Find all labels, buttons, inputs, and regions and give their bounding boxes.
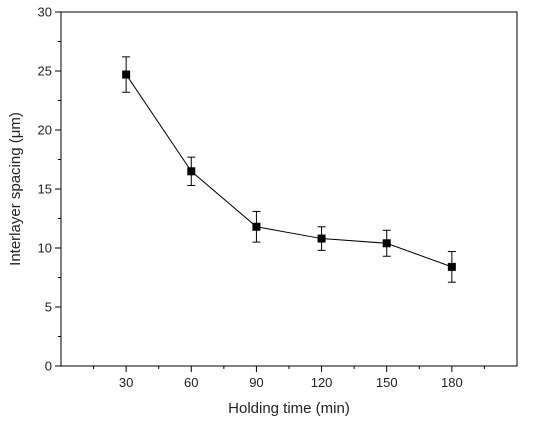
y-tick-label: 0: [45, 359, 52, 374]
data-point-square: [252, 222, 261, 231]
x-tick-label: 180: [441, 375, 463, 390]
x-tick-label: 150: [376, 375, 398, 390]
y-tick-label: 10: [38, 241, 52, 256]
series-line: [125, 74, 453, 268]
series-layer: [122, 56, 456, 283]
x-tick-label: 30: [119, 375, 133, 390]
data-point-square: [187, 167, 196, 176]
y-tick-label: 20: [38, 123, 52, 138]
data-point-square: [447, 262, 456, 271]
data-point-square: [317, 234, 326, 243]
y-tick-label: 25: [38, 64, 52, 79]
ticks-layer: 0 5 10 15 20 25 30 30 60 90 120 150 180: [38, 5, 485, 390]
x-tick-label: 90: [249, 375, 263, 390]
data-point-square: [382, 239, 391, 248]
y-tick-label: 15: [38, 182, 52, 197]
x-tick-label: 120: [311, 375, 333, 390]
x-axis-label: Holding time (min): [228, 400, 350, 417]
data-point-square: [122, 70, 131, 79]
y-tick-label: 5: [45, 300, 52, 315]
y-tick-label: 30: [38, 5, 52, 20]
y-axis-label: Interlayer spacing (μm): [7, 112, 24, 266]
x-tick-label: 60: [184, 375, 198, 390]
plot-frame: [60, 11, 518, 367]
